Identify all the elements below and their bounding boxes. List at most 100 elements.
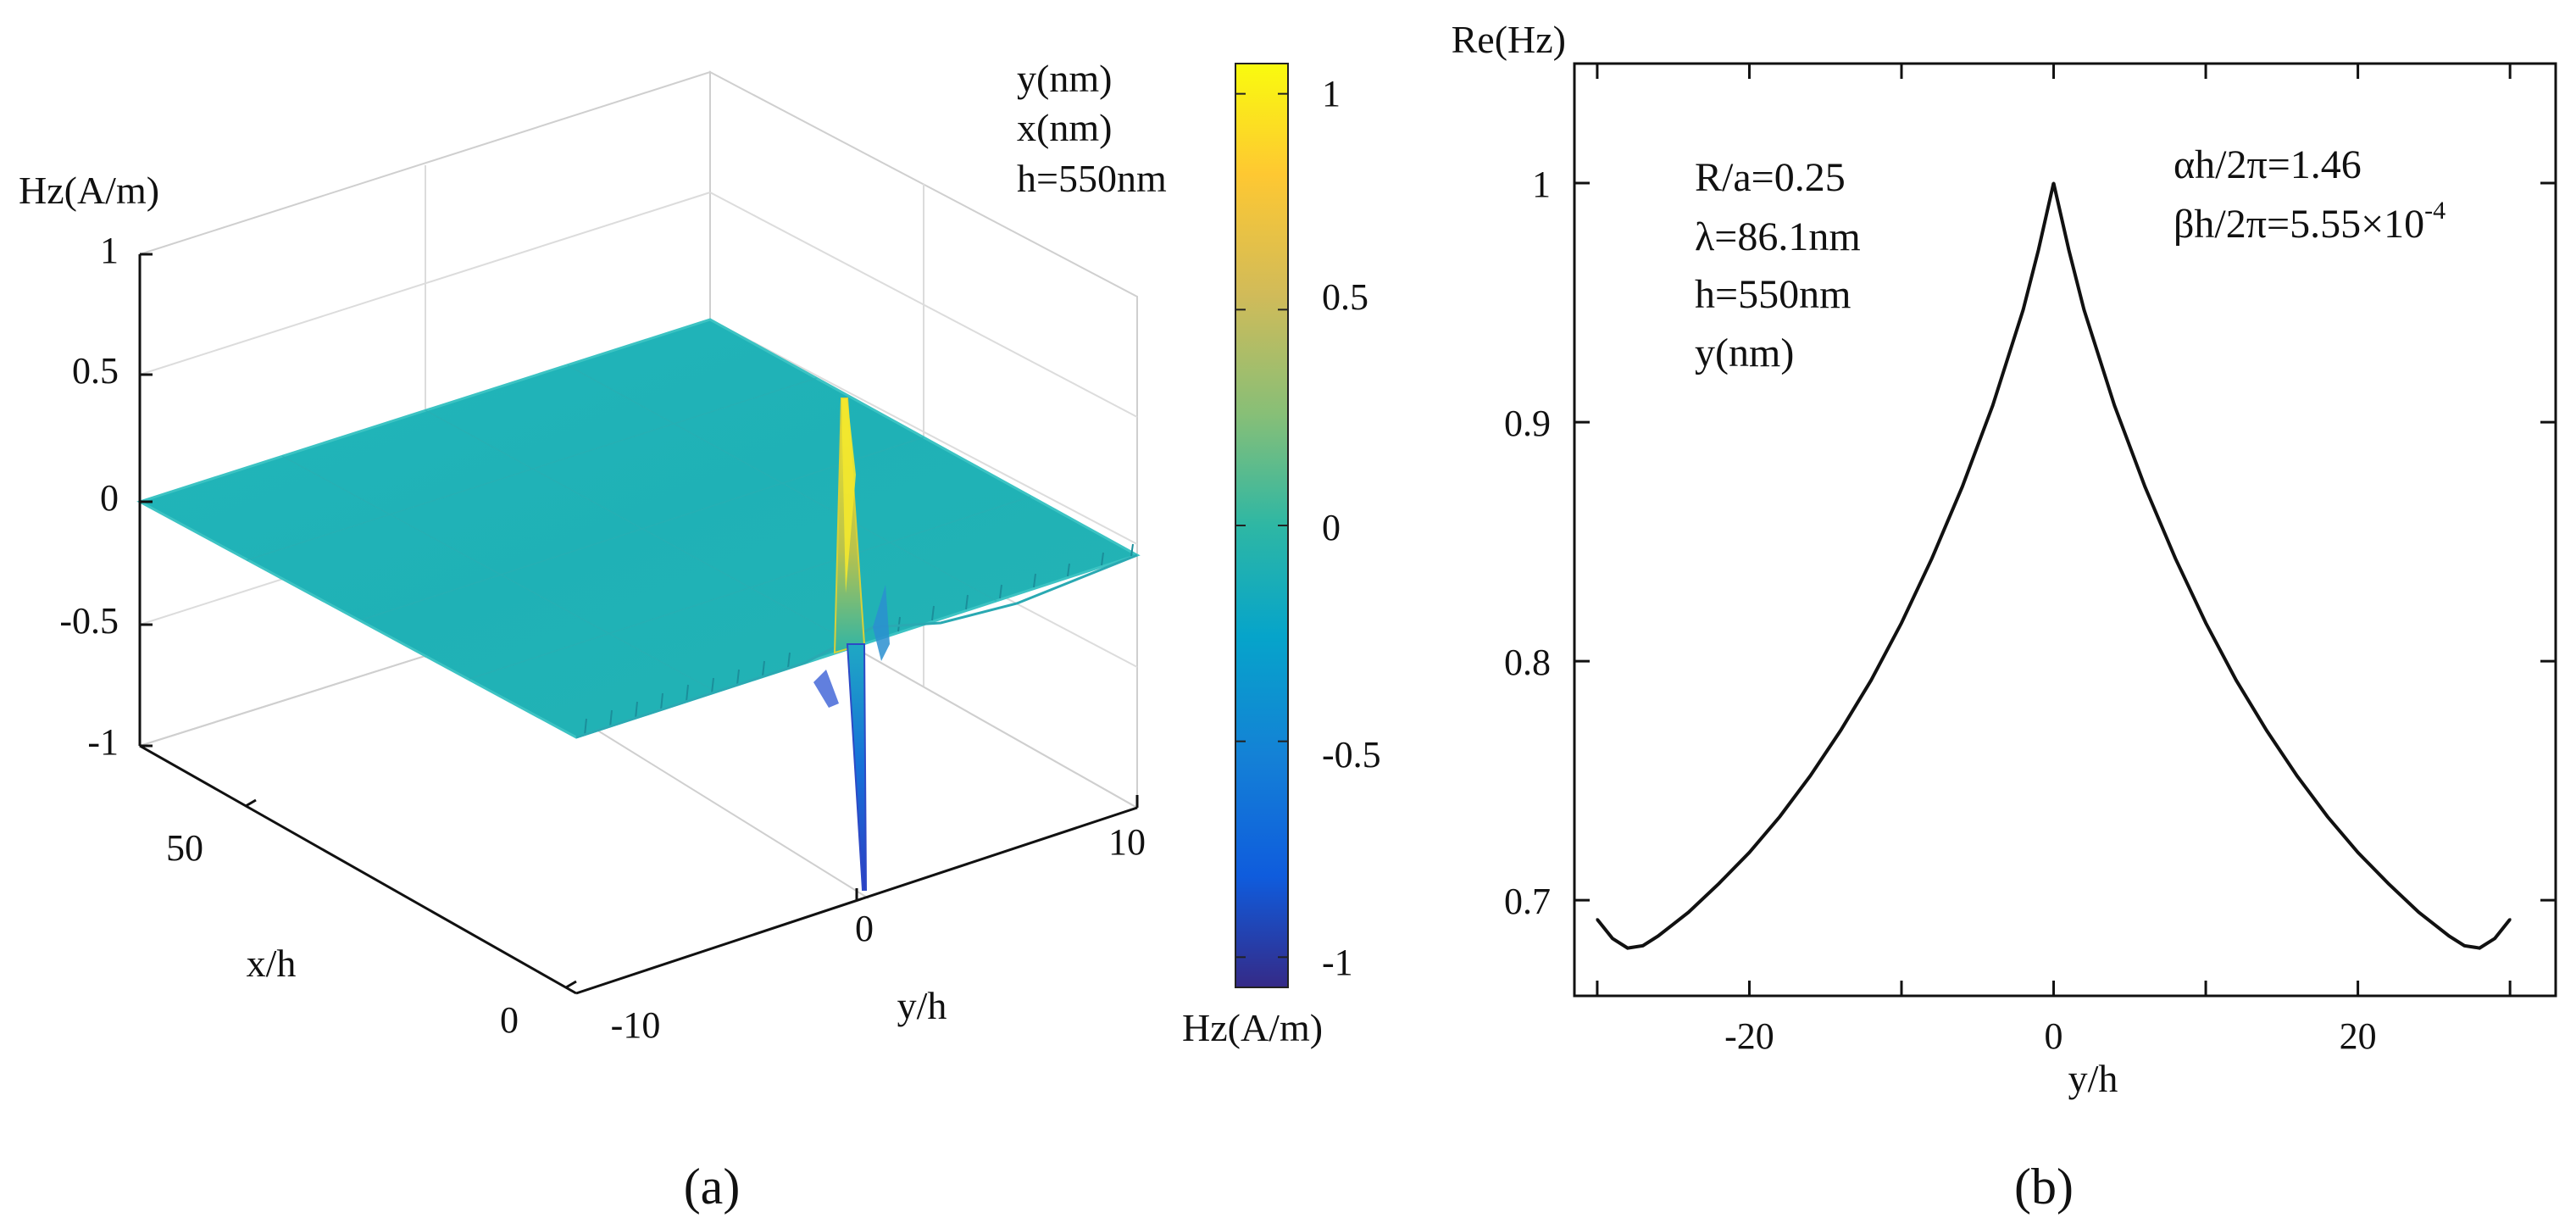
y-axis-label: y/h	[897, 984, 947, 1027]
data-point	[2417, 910, 2420, 914]
x-ticks: -20 0 20	[1596, 64, 2512, 1057]
x-axis-label: y/h	[2068, 1057, 2118, 1100]
data-points	[1596, 181, 2512, 950]
data-point	[2174, 557, 2177, 560]
x-tick-label: 0	[500, 999, 519, 1041]
data-point	[2204, 621, 2207, 625]
data-point	[1869, 679, 1873, 682]
annotation-beta: βh/2π=5.55×10-4	[2174, 197, 2446, 247]
y-axis: -10 0 10 y/h	[575, 795, 1146, 1046]
data-point	[2447, 934, 2451, 937]
surface-mesh	[246, 364, 1031, 692]
data-point	[2082, 309, 2085, 312]
negative-peak	[846, 643, 868, 891]
data-point	[1747, 851, 1751, 854]
data-point	[2022, 309, 2025, 312]
data-point	[2265, 729, 2268, 732]
annotation-beta-base: βh/2π=5.55×10	[2174, 202, 2424, 247]
data-point	[1641, 944, 1645, 948]
x-tick-label: 0	[2045, 1015, 2063, 1057]
y-axis-label: Re(Hz)	[1452, 18, 1566, 61]
colorbar-tick-label: -0.5	[1322, 734, 1381, 775]
x-tick-label: 20	[2340, 1015, 2377, 1057]
z-tick-label: -1	[87, 721, 119, 763]
data-point	[2462, 944, 2466, 948]
colorbar-ticks	[1235, 92, 1288, 959]
data-point	[2052, 181, 2056, 185]
y-tick-label: 0.9	[1504, 403, 1551, 444]
annotation-beta-exponent: -4	[2424, 197, 2446, 225]
colorbar-tick-label: 0	[1322, 507, 1341, 548]
panel-b: Re(Hz) 1 0.9 0.8 0.7 -20 0 20 y/h R/a=0.25 λ=…	[1452, 18, 2557, 1215]
data-point	[1930, 557, 1934, 560]
z-tick-label: 1	[100, 230, 119, 271]
legend-line: y(nm)	[1017, 57, 1112, 100]
data-point	[2357, 851, 2360, 854]
data-point	[1900, 621, 1903, 625]
caption-a: (a)	[684, 1159, 741, 1215]
z-tick-label: -0.5	[59, 600, 119, 642]
data-point	[2508, 918, 2512, 921]
plot-frame	[1573, 62, 2557, 998]
data-point	[1718, 881, 1721, 885]
data-point	[1672, 922, 1675, 926]
y-tick-label: -10	[611, 1004, 661, 1046]
data-point	[1839, 729, 1842, 732]
legend-line: x(nm)	[1017, 106, 1112, 149]
data-point	[1687, 910, 1690, 914]
data-point	[2493, 937, 2496, 940]
z-tick-label: 0.5	[72, 350, 119, 392]
data-point	[2143, 485, 2146, 488]
data-point	[2326, 814, 2329, 818]
caption-b: (b)	[2014, 1159, 2074, 1215]
colorbar: 1 0.5 0 -0.5 -1 Hz(A/m)	[1182, 63, 1381, 1049]
data-point	[2235, 679, 2238, 682]
x-tick-label: 50	[166, 827, 203, 869]
annotation-line: λ=86.1nm	[1695, 214, 1861, 259]
y-tick-label: 0.7	[1504, 881, 1551, 922]
z-axis-label: Hz(A/m)	[19, 169, 159, 212]
data-point	[2432, 922, 2435, 926]
y-tick-label: 10	[1108, 821, 1146, 863]
data-point	[1596, 918, 1599, 921]
y-tick-label: 0.8	[1504, 642, 1551, 683]
panel-a-legend: y(nm) x(nm) h=550nm	[1017, 57, 1167, 200]
colorbar-tick-label: 1	[1322, 73, 1341, 114]
x-tick-label: -20	[1724, 1015, 1774, 1057]
data-point	[2387, 881, 2390, 885]
data-point	[2067, 248, 2070, 252]
annotation-line: h=550nm	[1695, 272, 1851, 317]
annotation-line: y(nm)	[1695, 331, 1794, 375]
data-point	[2112, 403, 2116, 407]
data-point	[2037, 248, 2040, 252]
surface-edge-hatch	[584, 543, 1134, 737]
hz-surface	[136, 318, 1141, 891]
x-axis-label: x/h	[247, 942, 297, 985]
y-tick-label: 0	[855, 908, 874, 949]
x-axis: 50 0 x/h	[139, 744, 577, 1041]
y-ticks: 1 0.9 0.8 0.7	[1504, 164, 2556, 922]
data-point	[1626, 947, 1629, 950]
annotations-left: R/a=0.25 λ=86.1nm h=550nm y(nm)	[1695, 155, 1861, 375]
colorbar-tick-label: -1	[1322, 942, 1353, 983]
y-tick-label: 1	[1532, 164, 1551, 205]
colorbar-tick-label: 0.5	[1322, 276, 1368, 318]
data-point	[1778, 814, 1781, 818]
colorbar-label: Hz(A/m)	[1182, 1006, 1323, 1049]
surface-sheet	[136, 318, 1141, 739]
data-point	[2296, 775, 2299, 778]
z-axis: 1 0.5 0 -0.5 -1 Hz(A/m)	[19, 169, 159, 763]
data-point	[1611, 937, 1614, 940]
data-point	[1991, 403, 1995, 407]
annotations-right: αh/2π=1.46 βh/2π=5.55×10-4	[2174, 142, 2446, 247]
legend-line: h=550nm	[1017, 157, 1167, 200]
z-tick-label: 0	[100, 477, 119, 519]
data-point	[1808, 775, 1812, 778]
annotation-alpha: αh/2π=1.46	[2174, 142, 2362, 187]
annotation-line: R/a=0.25	[1695, 155, 1846, 200]
data-point	[2478, 947, 2481, 950]
data-point	[1961, 485, 1964, 488]
panel-a: 1 0.5 0 -0.5 -1 Hz(A/m) 50 0 x/h -10 0 1…	[19, 57, 1381, 1215]
data-point	[1657, 934, 1660, 937]
